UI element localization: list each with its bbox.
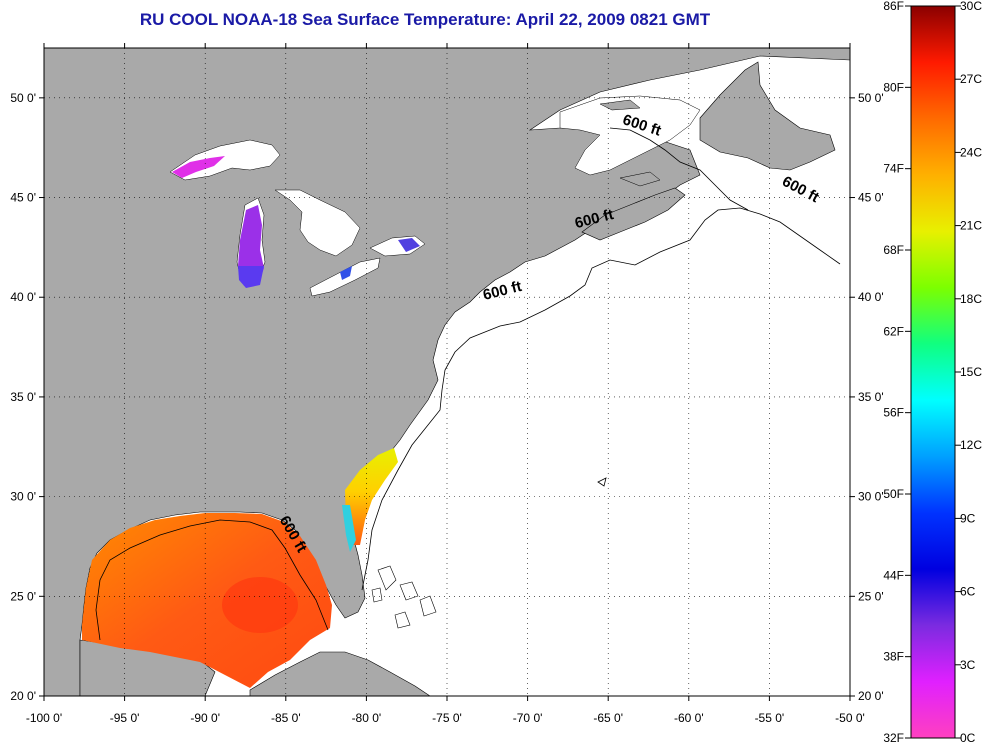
lat-tick-label-right: 30 0' [858, 490, 884, 504]
lat-tick-label-right: 40 0' [858, 290, 884, 304]
cb-f-label: 74F [883, 162, 904, 176]
lon-tick-label: -75 0' [432, 711, 462, 725]
lon-tick-label: -50 0' [835, 711, 865, 725]
lake-michigan-south-sst [238, 266, 264, 288]
colorbar [910, 5, 956, 739]
colorbar-celsius-labels: 30C 27C 24C 21C 18C 15C 12C 9C 6C 3C 0C [955, 0, 982, 745]
lon-tick-label: -80 0' [352, 711, 382, 725]
contour-600ft-atlantic [361, 207, 841, 591]
lon-tick-label: -65 0' [593, 711, 623, 725]
lon-tick-label: -90 0' [190, 711, 220, 725]
cb-c-label: 0C [960, 731, 976, 745]
cb-c-label: 15C [960, 365, 982, 379]
graticule [44, 48, 850, 696]
lat-tick-label: 30 0' [10, 490, 36, 504]
gulf-loop-current [222, 577, 298, 633]
cb-f-label: 80F [883, 80, 904, 94]
colorbar-fahrenheit-labels: 86F 80F 74F 68F 62F 56F 50F 44F 38F 32F [883, 0, 911, 745]
cb-f-label: 56F [883, 406, 904, 420]
lat-tick-label-right: 35 0' [858, 390, 884, 404]
land-nova-scotia [581, 187, 686, 241]
lat-tick-label-right: 50 0' [858, 91, 884, 105]
cb-f-label: 38F [883, 650, 904, 664]
cb-c-label: 24C [960, 145, 982, 159]
lon-tick-label: -70 0' [513, 711, 543, 725]
lake-ontario-sst [398, 238, 420, 252]
land-bahamas [371, 565, 437, 629]
lat-tick-label-right: 25 0' [858, 589, 884, 603]
lon-tick-label: -85 0' [271, 711, 301, 725]
cb-f-label: 44F [883, 568, 904, 582]
cb-c-label: 12C [960, 438, 982, 452]
gulf-of-mexico-sst [82, 513, 332, 688]
lat-tick-label: 50 0' [10, 91, 36, 105]
cb-c-label: 21C [960, 219, 982, 233]
florida-coast-sst [342, 505, 356, 552]
lat-tick-label: 40 0' [10, 290, 36, 304]
cb-c-label: 18C [960, 292, 982, 306]
cb-c-label: 30C [960, 0, 982, 13]
cb-c-label: 9C [960, 511, 976, 525]
lat-tick-label: 20 0' [10, 689, 36, 703]
lake-superior-sst [172, 156, 225, 178]
cb-f-label: 68F [883, 243, 904, 257]
lake-michigan-sst [238, 205, 264, 286]
land-newfoundland [699, 61, 836, 171]
cb-c-label: 27C [960, 72, 982, 86]
land-pei [619, 171, 661, 187]
lon-tick-label: -95 0' [110, 711, 140, 725]
lat-tick-label: 45 0' [10, 191, 36, 205]
cb-f-label: 62F [883, 324, 904, 338]
gulf-st-lawrence [559, 95, 701, 176]
lat-tick-label-right: 45 0' [858, 191, 884, 205]
lon-tick-label: -60 0' [674, 711, 704, 725]
lake-erie-sst [340, 266, 352, 280]
cb-c-label: 3C [960, 658, 976, 672]
cb-c-label: 6C [960, 585, 976, 599]
lat-tick-label-right: 20 0' [858, 689, 884, 703]
lon-tick-label: -55 0' [755, 711, 785, 725]
land-cuba [249, 651, 431, 696]
cb-f-label: 86F [883, 0, 904, 13]
cb-f-label: 32F [883, 731, 904, 745]
lon-tick-label: -100 0' [26, 711, 62, 725]
lat-tick-label: 35 0' [10, 390, 36, 404]
lat-tick-label: 25 0' [10, 589, 36, 603]
latitude-axis: 20 0' 20 0' 25 0' 25 0' 30 0' 30 0' 35 0' 35 0'… [10, 91, 883, 703]
lake-huron [274, 189, 361, 257]
longitude-axis: -100 0' -95 0' -90 0' -85 0' -80 0' -75 0' -70… [26, 43, 865, 725]
contour-600ft-gulf-st-lawrence [609, 127, 749, 211]
map-title: RU COOL NOAA-18 Sea Surface Temperature:… [139, 10, 711, 29]
cb-f-label: 50F [883, 487, 904, 501]
gulf-stream-sst [345, 448, 398, 545]
island-bermuda [597, 477, 607, 487]
